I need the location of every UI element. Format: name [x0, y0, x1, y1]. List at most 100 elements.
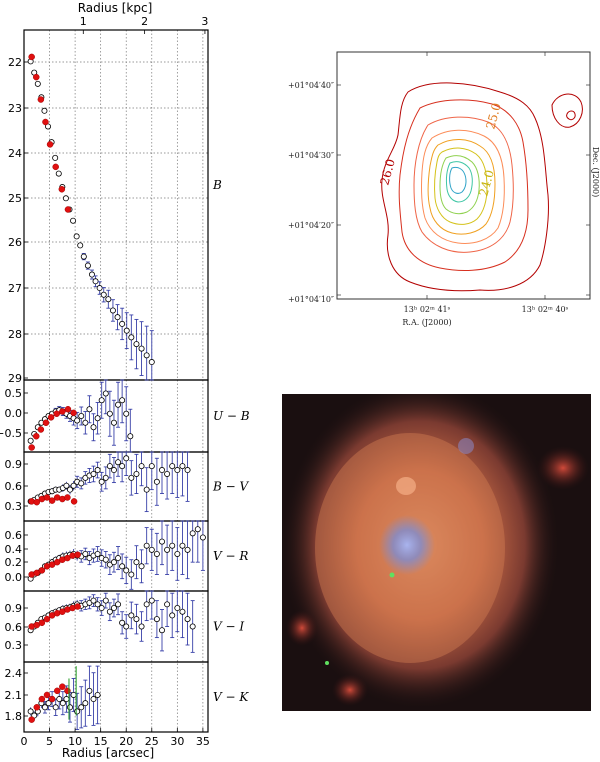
- xtick-label-35: 35: [196, 735, 210, 748]
- open-point: [90, 424, 97, 431]
- ytick-label-4: 0.6: [5, 621, 23, 634]
- band-label-3: V − R: [213, 549, 248, 563]
- top-tick-label-3: 3: [201, 15, 208, 28]
- band-labels: B U − B B − V V − R V − I V − K: [212, 178, 250, 704]
- open-point: [148, 463, 155, 470]
- contour-level-6: [439, 155, 480, 215]
- open-point: [123, 410, 130, 417]
- open-point: [55, 170, 62, 177]
- red-source-left: [286, 610, 318, 646]
- open-point: [123, 455, 130, 462]
- open-point: [92, 278, 99, 285]
- open-point: [52, 154, 59, 161]
- red-point: [43, 691, 51, 699]
- open-point: [128, 612, 135, 619]
- red-point: [28, 716, 35, 723]
- open-point: [174, 550, 181, 557]
- ytick-label-0: 28: [8, 328, 22, 341]
- open-point: [63, 482, 70, 489]
- contour-axis-ticks: [337, 52, 590, 299]
- open-point: [115, 459, 122, 466]
- ytick-label-1: 0.5: [5, 387, 23, 400]
- dec-tick-2: +01°04′30″: [288, 151, 334, 160]
- red-point: [48, 497, 56, 504]
- open-point: [56, 696, 63, 703]
- open-point: [143, 542, 150, 549]
- contour-level-1: [398, 99, 529, 271]
- open-point: [143, 352, 150, 359]
- open-point: [164, 546, 171, 553]
- ytick-label-5: 2.4: [5, 667, 23, 680]
- open-point: [41, 107, 48, 114]
- dec-tick-4: +01°04′10″: [288, 295, 334, 304]
- open-point: [123, 567, 130, 574]
- open-point: [148, 546, 155, 553]
- top-x-ticks: 1 2 3: [80, 15, 208, 34]
- red-point: [59, 408, 66, 415]
- open-point: [102, 390, 109, 397]
- open-point: [119, 320, 126, 327]
- open-point: [148, 597, 155, 604]
- open-point: [102, 474, 109, 481]
- open-point: [94, 415, 101, 422]
- open-point: [73, 233, 80, 240]
- bottom-x-ticks: 0 5 10 15 20 25 30 35: [21, 728, 210, 748]
- xtick-label-5: 5: [46, 735, 53, 748]
- red-point: [59, 683, 66, 690]
- ytick-label-5: 2.1: [5, 689, 23, 702]
- y-tick-labels: 22232425262728290.50.0−0.50.90.60.30.60.…: [0, 56, 28, 723]
- open-point: [105, 296, 112, 303]
- open-point: [84, 262, 91, 269]
- ytick-label-0: 29: [8, 372, 22, 385]
- ra-tick-1: 13ʰ 02ᵐ 41ˢ: [404, 305, 451, 314]
- red-point: [33, 498, 41, 506]
- ytick-label-3: 0.2: [5, 556, 23, 569]
- ytick-label-3: 0.0: [5, 571, 23, 584]
- open-point: [100, 291, 107, 298]
- open-point: [106, 463, 113, 470]
- open-point: [153, 616, 160, 623]
- open-point: [45, 700, 52, 707]
- open-point: [88, 271, 95, 278]
- contour-label-24: 24.0: [476, 168, 496, 197]
- open-point: [119, 463, 126, 470]
- red-point: [28, 444, 35, 451]
- open-point: [34, 80, 41, 87]
- red-source-bottom-left: [332, 674, 368, 706]
- open-point: [98, 605, 105, 612]
- open-point: [86, 406, 93, 413]
- contour-level-2: [413, 116, 514, 253]
- open-point: [98, 397, 105, 404]
- open-point: [174, 605, 181, 612]
- red-point: [43, 494, 51, 501]
- open-point: [148, 359, 155, 366]
- open-point: [102, 556, 109, 563]
- ytick-label-0: 26: [8, 236, 22, 249]
- open-point: [133, 341, 140, 348]
- open-point: [27, 708, 34, 715]
- open-point: [27, 437, 34, 444]
- open-point: [143, 486, 150, 493]
- red-point: [33, 73, 40, 81]
- red-point: [33, 433, 40, 440]
- red-point: [33, 704, 41, 711]
- open-point: [82, 700, 89, 707]
- open-point: [119, 619, 126, 626]
- open-point: [70, 217, 77, 224]
- open-point: [114, 314, 121, 321]
- ytick-label-1: −0.5: [0, 427, 22, 440]
- panel-frame-5: [23, 661, 209, 733]
- open-point: [74, 708, 81, 715]
- red-point: [38, 695, 46, 703]
- open-point: [98, 478, 105, 485]
- contour-level-4: [427, 139, 496, 235]
- red-point: [37, 96, 45, 103]
- open-point: [119, 563, 126, 570]
- ytick-label-0: 24: [8, 147, 22, 160]
- open-point: [158, 627, 165, 634]
- red-point: [42, 419, 50, 426]
- contour-level-7: [445, 161, 473, 203]
- ra-axis-label: R.A. (J2000): [402, 318, 451, 327]
- open-point: [78, 704, 85, 711]
- open-point: [62, 195, 69, 202]
